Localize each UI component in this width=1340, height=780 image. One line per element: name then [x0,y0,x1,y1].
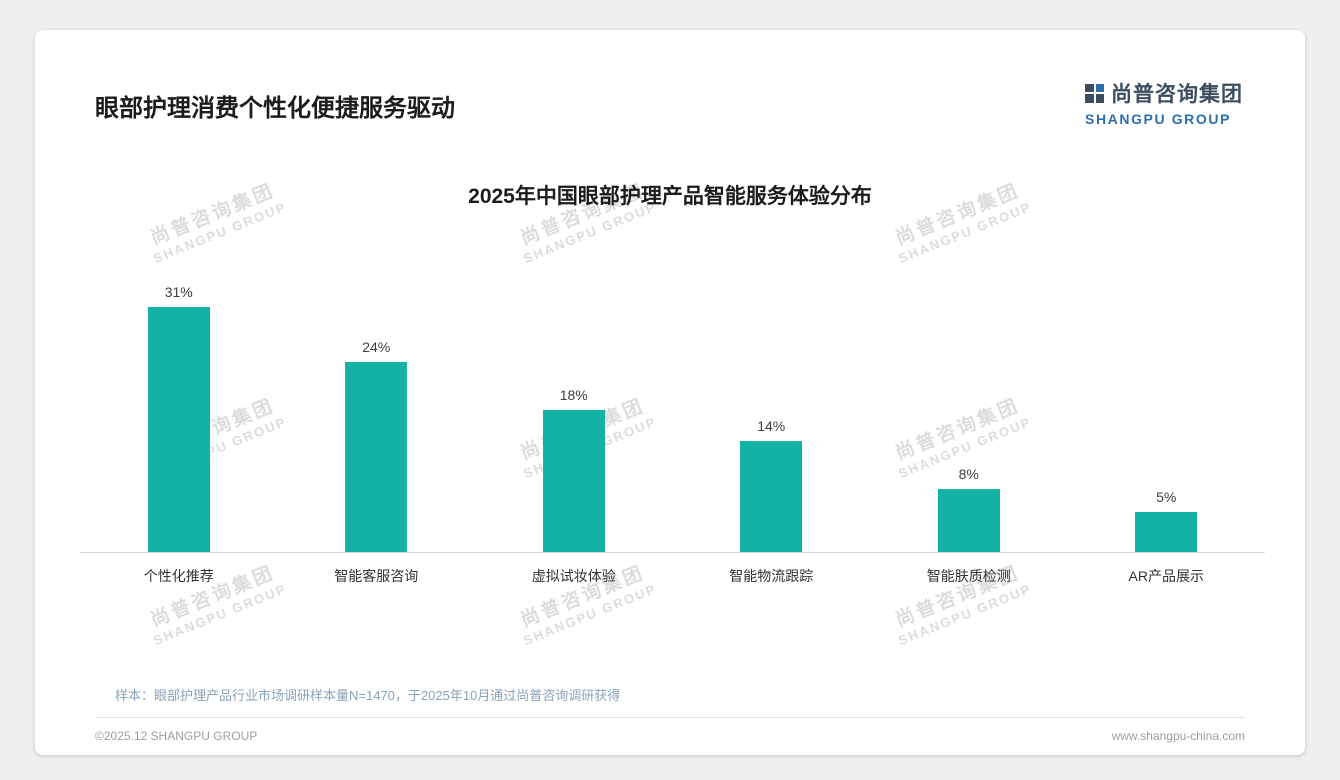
category-label: 智能肤质检测 [926,568,1011,584]
brand-name-en: SHANGPU GROUP [1085,111,1232,127]
bar-column: 31% [80,270,278,552]
bar-column: 14% [673,270,871,552]
bar-value-label: 5% [1156,489,1177,505]
sample-note: 样本：眼部护理产品行业市场调研样本量N=1470，于2025年10月通过尚普咨询… [115,688,621,703]
bar-column: 5% [1068,270,1266,552]
brand-logo: 尚普咨询集团 SHANGPU GROUP [1085,78,1243,127]
footer: ©2025.12 SHANGPU GROUP www.shangpu-china… [95,717,1245,743]
bar [542,410,605,552]
bar [740,441,803,552]
page-title: 眼部护理消费个性化便捷服务驱动 [95,95,455,122]
bar [1135,512,1198,552]
bar [147,307,210,552]
brand-squares-icon [1085,83,1104,103]
bar-column: 24% [278,270,476,552]
category-label: AR产品展示 [1128,568,1204,584]
bar-value-label: 24% [362,339,391,355]
category-axis-labels: 个性化推荐 智能客服咨询 虚拟试妆体验 智能物流跟踪 智能肤质检测 AR产品展示 [80,566,1265,586]
category-label: 个性化推荐 [143,568,214,584]
bar-chart: 31% 24% 18% 14% 8% 5% [80,270,1265,553]
category-label: 智能客服咨询 [334,568,419,584]
brand-name-cn: 尚普咨询集团 [1111,83,1243,106]
bar-column: 18% [475,270,673,552]
footer-copyright: ©2025.12 SHANGPU GROUP [95,729,258,743]
category-label: 智能物流跟踪 [729,568,814,584]
bar-value-label: 18% [559,387,588,403]
bar-column: 8% [870,270,1068,552]
chart-title: 2025年中国眼部护理产品智能服务体验分布 [468,185,872,208]
bar-value-label: 8% [958,466,979,482]
bar [345,362,408,552]
bar-value-label: 31% [164,284,193,300]
footer-website: www.shangpu-china.com [1111,729,1245,743]
category-label: 虚拟试妆体验 [531,568,616,584]
slide-card: 尚普咨询集团 SHANGPU GROUP 尚普咨询集团 SHANGPU GROUP 尚普… [35,30,1305,755]
bar-value-label: 14% [757,418,786,434]
bar [937,489,1000,552]
